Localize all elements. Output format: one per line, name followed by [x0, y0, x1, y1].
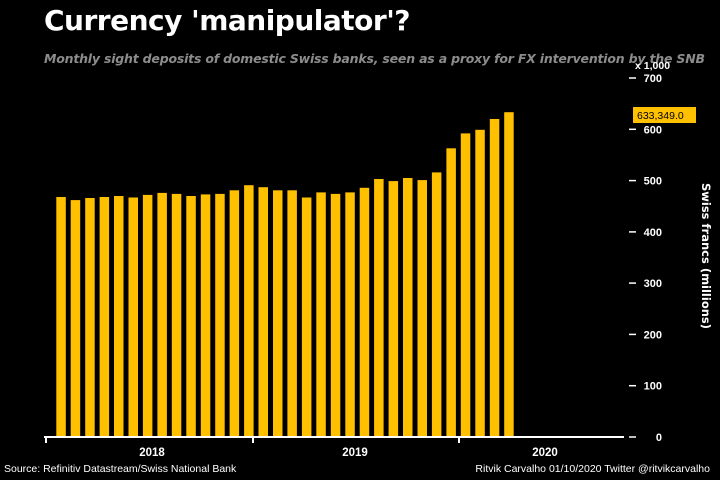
bar [359, 187, 370, 437]
y-tick-label: 0 [656, 432, 662, 444]
bar [403, 178, 413, 437]
y-tick-label: 500 [644, 176, 662, 188]
bar [388, 181, 399, 437]
y-unit-label: x 1,000 [635, 60, 670, 72]
bar [200, 194, 211, 437]
bar [431, 172, 442, 437]
bar [85, 198, 95, 437]
bar [345, 192, 355, 437]
bar [157, 192, 167, 437]
bar [273, 190, 283, 437]
bar [244, 185, 254, 437]
y-axis: 0 100 200 300 400 500 600 700 [629, 73, 662, 444]
y-tick-label: 700 [644, 73, 662, 85]
y-tick-label: 400 [644, 227, 662, 239]
x-tick-label: 2018 [139, 447, 165, 459]
bar [460, 133, 471, 437]
source-note: Source: Refinitiv Datastream/Swiss Natio… [4, 463, 237, 475]
bar [99, 197, 110, 437]
y-tick-label: 100 [644, 381, 662, 393]
callout-text: 633,349.0 [637, 110, 684, 122]
bar [316, 192, 326, 437]
y-tick-label: 600 [644, 124, 662, 136]
bar [446, 148, 456, 438]
bar [489, 119, 500, 437]
y-axis-title: Swiss francs (millions) [699, 183, 713, 329]
x-ticks-group: 2018 2019 2020 [45, 437, 558, 459]
bar [475, 129, 485, 438]
value-callout: 633,349.0 [633, 107, 696, 123]
y-tick-label: 200 [644, 329, 662, 341]
bars-group [56, 112, 514, 438]
bar [258, 187, 268, 437]
bar [374, 179, 384, 437]
chart-subtitle: Monthly sight deposits of domestic Swiss… [44, 51, 705, 66]
bar [114, 196, 124, 437]
bar [171, 193, 182, 437]
bar [417, 180, 427, 437]
bar [504, 112, 514, 437]
bar [229, 190, 240, 437]
bar [330, 193, 341, 437]
bar [70, 200, 81, 437]
bar [215, 193, 225, 437]
chart-title: Currency 'manipulator'? [44, 4, 411, 37]
x-tick-label: 2020 [532, 447, 558, 459]
bar [287, 190, 297, 437]
bar [186, 196, 196, 437]
y-tick-label: 300 [644, 278, 662, 290]
bar [128, 197, 138, 437]
bar [142, 194, 153, 437]
bar [301, 197, 312, 437]
callout-box [633, 107, 696, 123]
bar [56, 197, 66, 437]
x-tick-label: 2019 [342, 447, 368, 459]
credit-note: Ritvik Carvalho 01/10/2020 Twitter @ritv… [475, 463, 710, 475]
